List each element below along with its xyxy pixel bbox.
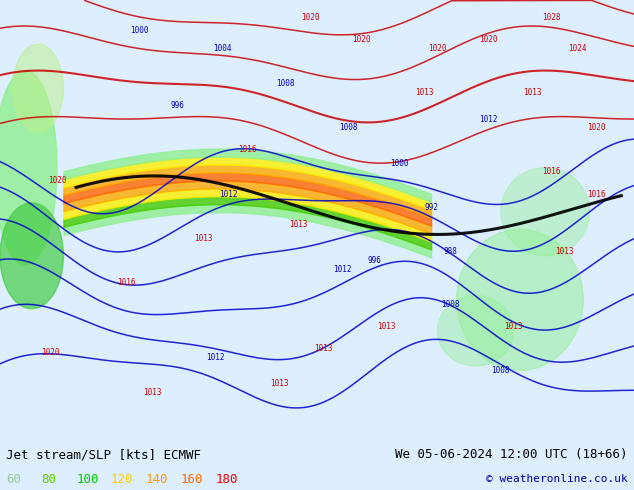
Text: 1008: 1008 [276, 79, 295, 88]
Text: 1013: 1013 [504, 322, 523, 331]
Text: 1020: 1020 [352, 35, 371, 44]
Text: 1012: 1012 [333, 265, 352, 273]
Text: 1004: 1004 [212, 44, 231, 53]
Text: 1020: 1020 [41, 348, 60, 357]
Polygon shape [13, 44, 63, 132]
Polygon shape [0, 203, 63, 309]
Text: 100: 100 [76, 473, 98, 486]
Text: We 05-06-2024 12:00 UTC (18+66): We 05-06-2024 12:00 UTC (18+66) [395, 448, 628, 461]
Text: 1020: 1020 [301, 13, 320, 22]
Text: 1016: 1016 [586, 190, 605, 198]
Text: 180: 180 [216, 473, 238, 486]
Text: 1016: 1016 [117, 278, 136, 287]
Text: 1013: 1013 [377, 322, 396, 331]
Text: 60: 60 [6, 473, 22, 486]
Text: 1020: 1020 [479, 35, 498, 44]
Text: 120: 120 [111, 473, 133, 486]
Polygon shape [0, 71, 57, 265]
Polygon shape [437, 295, 514, 366]
Text: 1008: 1008 [339, 123, 358, 132]
Text: 1012: 1012 [206, 353, 225, 362]
Text: 1016: 1016 [542, 168, 561, 176]
Text: 1012: 1012 [219, 190, 238, 198]
Text: 1020: 1020 [48, 176, 67, 185]
Text: 1028: 1028 [542, 13, 561, 22]
Text: 1020: 1020 [428, 44, 447, 53]
Text: 996: 996 [367, 256, 381, 265]
Text: 1013: 1013 [269, 379, 288, 388]
Text: 1013: 1013 [523, 88, 542, 97]
Text: 1008: 1008 [441, 300, 460, 309]
Text: 140: 140 [146, 473, 168, 486]
Polygon shape [456, 229, 583, 370]
Text: 80: 80 [41, 473, 56, 486]
Text: 1013: 1013 [415, 88, 434, 97]
Text: Jet stream/SLP [kts] ECMWF: Jet stream/SLP [kts] ECMWF [6, 448, 202, 461]
Text: 1013: 1013 [143, 388, 162, 397]
Text: 1016: 1016 [238, 146, 257, 154]
Text: 1012: 1012 [479, 115, 498, 123]
Text: 992: 992 [424, 203, 438, 212]
Polygon shape [501, 168, 590, 256]
Text: 1013: 1013 [555, 247, 574, 256]
Text: 1013: 1013 [193, 234, 212, 243]
Text: 1008: 1008 [491, 366, 510, 375]
Text: 988: 988 [443, 247, 457, 256]
Text: 1013: 1013 [314, 344, 333, 353]
Text: 1020: 1020 [586, 123, 605, 132]
Text: 160: 160 [181, 473, 203, 486]
Text: 1024: 1024 [567, 44, 586, 53]
Text: © weatheronline.co.uk: © weatheronline.co.uk [486, 474, 628, 484]
Text: 1000: 1000 [390, 159, 409, 168]
Text: 1000: 1000 [130, 26, 149, 35]
Text: 996: 996 [171, 101, 184, 110]
Text: 1013: 1013 [288, 220, 307, 229]
